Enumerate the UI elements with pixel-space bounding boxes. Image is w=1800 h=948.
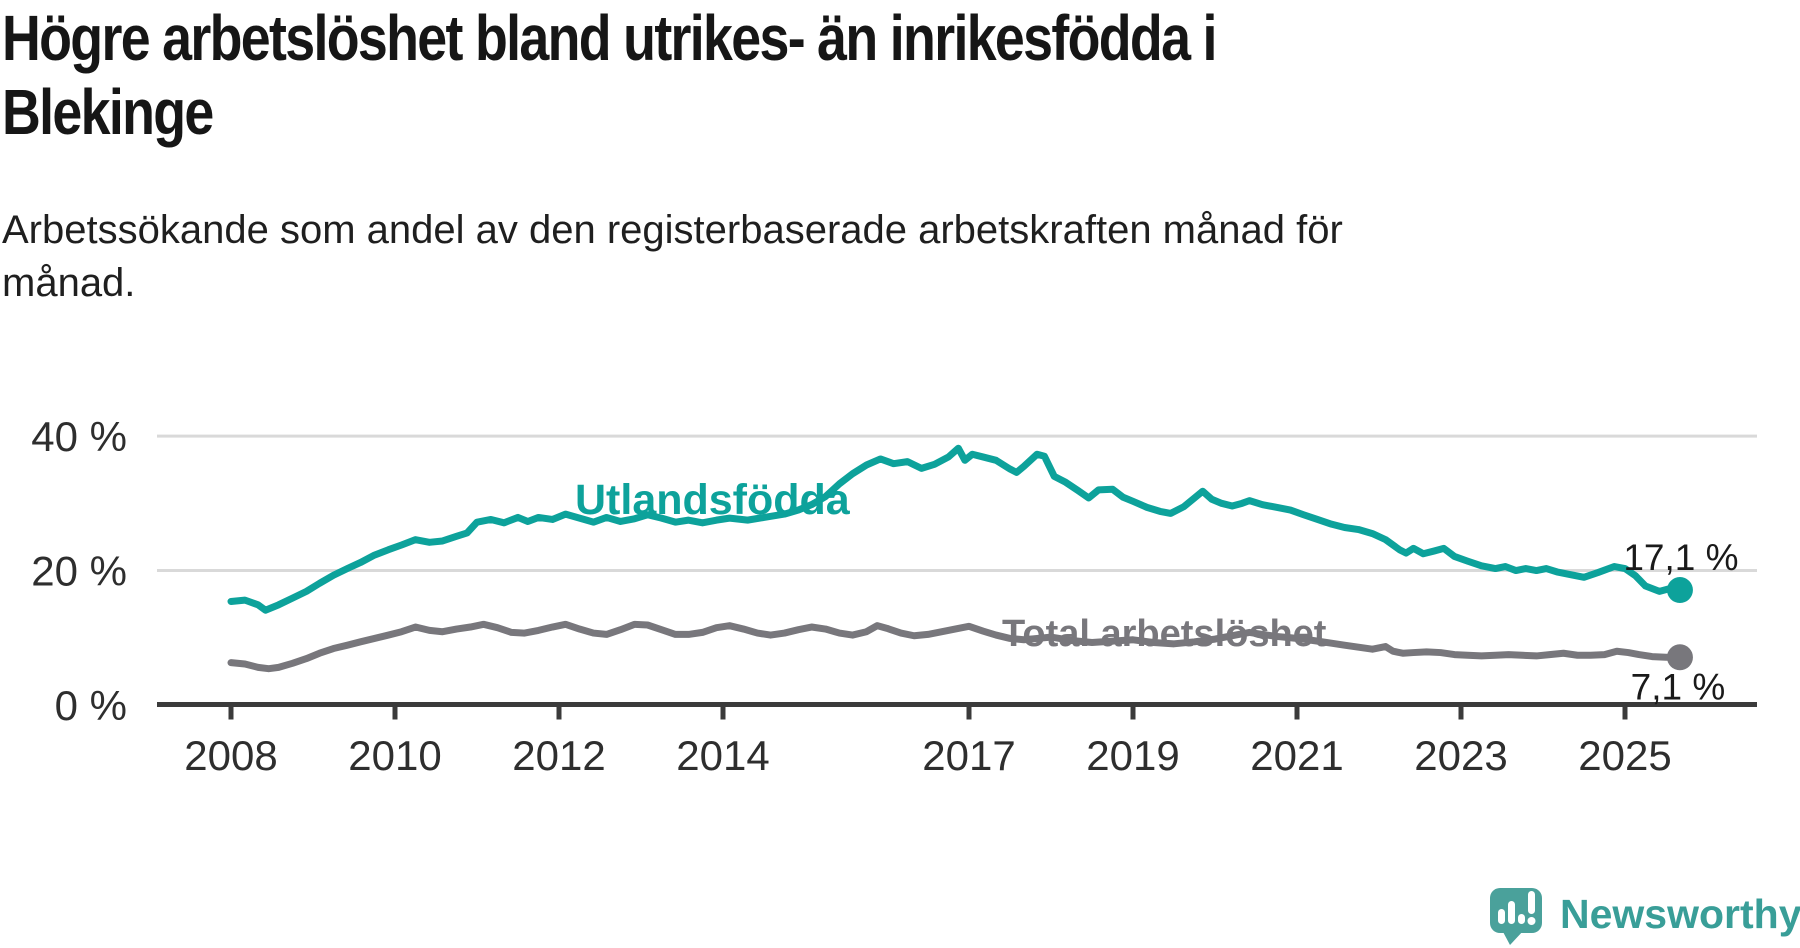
chart-title: Högre arbetslöshet bland utrikes- än inr…: [2, 2, 1217, 148]
x-tick-label: 2023: [1414, 732, 1507, 779]
newsworthy-logo-text: Newsworthy: [1560, 890, 1800, 937]
end-value-label-utlandsfodda: 17,1 %: [1623, 537, 1738, 578]
x-tick-label: 2014: [676, 732, 769, 779]
chart-labels: 0 % 20 % 40 % 2008 2010 2012 2014 2017 2019 2021 2…: [31, 413, 1738, 779]
series-line-utlandsfodda: [227, 444, 1684, 614]
y-tick-label: 20 %: [31, 548, 127, 595]
end-value-label-total-arbetsloshet: 7,1 %: [1631, 666, 1726, 707]
x-tick-label: 2010: [348, 732, 441, 779]
series-label-utlandsfodda: Utlandsfödda: [575, 476, 851, 524]
x-tick-label: 2021: [1250, 732, 1343, 779]
newsworthy-logo: Newsworthy: [1486, 882, 1800, 946]
x-tick-label: 2008: [184, 732, 277, 779]
newsworthy-logo-icon: [1490, 888, 1542, 945]
gridlines: [157, 434, 1757, 573]
series-end-dot-total-arbetsloshet: [1666, 644, 1693, 671]
chart-subtitle: Arbetssökande som andel av den registerb…: [2, 208, 1343, 305]
x-tick-label: 2025: [1578, 732, 1671, 779]
y-tick-label: 0 %: [55, 682, 127, 729]
series-lines: [227, 444, 1693, 673]
x-tick-label: 2017: [922, 732, 1015, 779]
series-line-total-arbetsloshet: [227, 620, 1684, 673]
series-end-dot-utlandsfodda: [1666, 577, 1693, 604]
x-axis: [157, 702, 1757, 720]
x-tick-label: 2019: [1086, 732, 1179, 779]
x-tick-label: 2012: [512, 732, 605, 779]
y-tick-label: 40 %: [31, 413, 127, 460]
series-label-total-arbetsloshet: Total arbetslöshet: [1002, 613, 1327, 655]
